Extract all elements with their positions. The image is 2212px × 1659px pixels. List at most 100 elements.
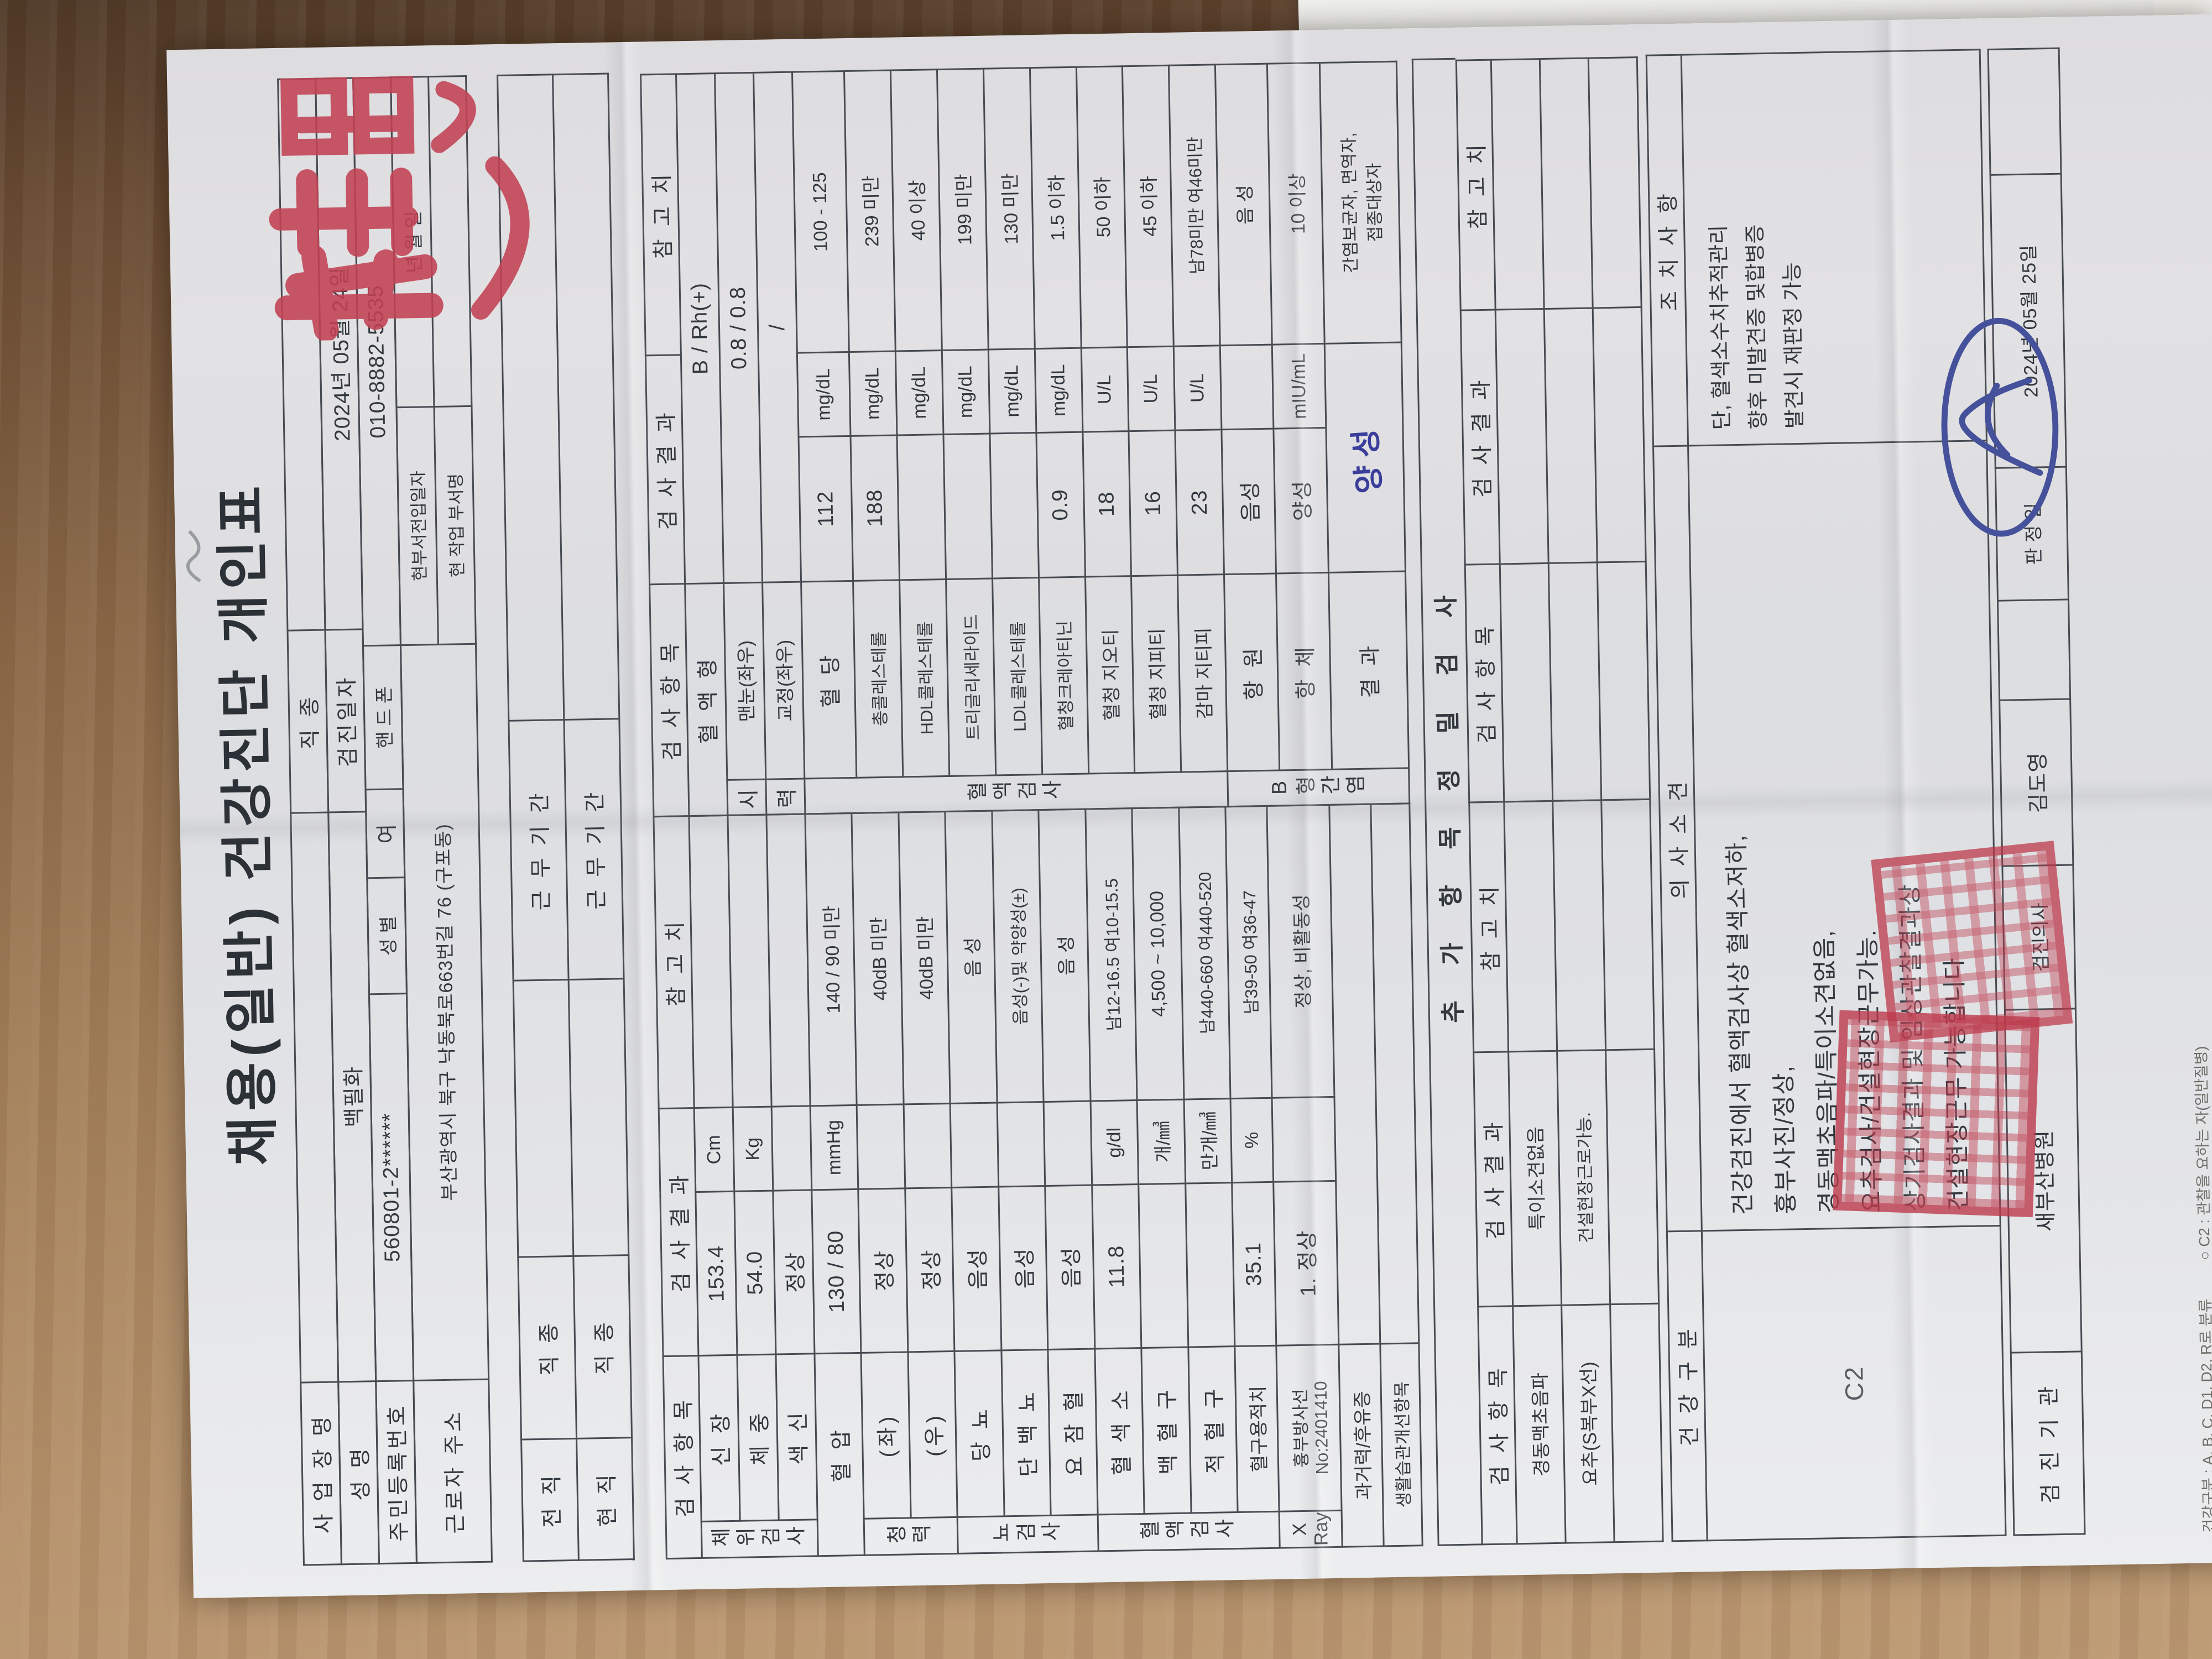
- transfer-date-label: 현부서전입일자: [396, 406, 439, 645]
- additional-band: 검 사 항 목 검 사 결 과 참 고 치 경동맥초음파 특이소견없음 요추(S…: [1455, 55, 1664, 1545]
- row-antigen-label: 항 원: [1224, 573, 1280, 771]
- row-gpt-value: 16: [1129, 430, 1178, 576]
- opinion-table: 건 강 구 분 의 사 소 견 조 치 사 항 C2 건강검진에서 혈액검사상 …: [1646, 49, 2007, 1542]
- xray-group-line1: X: [1289, 1522, 1311, 1536]
- row-bp-label: 혈 압: [814, 1353, 865, 1556]
- agency-blank-cell: [1988, 48, 2062, 175]
- row-antibody-value: 양성: [1274, 427, 1329, 574]
- row-hematocrit-label: 혈구용적치: [1235, 1345, 1280, 1512]
- blood-group-label-right: 혈액검사: [804, 771, 1228, 814]
- row-bloodtype-label: 혈 액 형: [685, 583, 728, 816]
- prev-job-label: 전 직: [521, 1438, 579, 1562]
- row-rbc-value: [1185, 1182, 1235, 1348]
- urine-group-label: 뇨검사: [957, 1514, 1099, 1554]
- row-hearing-r-value: 정상: [905, 1187, 955, 1352]
- add-r3-result: [1593, 307, 1646, 562]
- hepatitis-group-label: B형간염: [1227, 768, 1410, 807]
- row-rbc-ref: 남440-660 여440-520: [1178, 806, 1231, 1100]
- head-item-left: 검 사 항 목: [662, 1355, 702, 1559]
- exam-table-right: 검 사 항 목 검 사 결 과 참 고 치 혈 액 형 B / Rh(+) 시 …: [640, 61, 1410, 818]
- row-hearing-l-value: 정상: [858, 1188, 908, 1353]
- hearing-group-label: 청력: [864, 1517, 958, 1556]
- row-creatinine-label: 혈청크레아티닌: [1039, 577, 1089, 775]
- head-ref-right: 참 고 치: [640, 74, 681, 356]
- row-antigen-unit: [1220, 345, 1274, 430]
- exam-band: 검 사 항 목 검 사 결 과 참 고 치 체위검사 신 장 153.4 Cm …: [640, 59, 1423, 1560]
- row-height-label: 신 장: [698, 1355, 740, 1522]
- row-bp-ref: 140 / 90 미만: [805, 813, 857, 1106]
- row-ldl-unit: mg/dL: [988, 348, 1036, 434]
- add-head-result-left: 검 사 결 과: [1473, 1051, 1513, 1307]
- row-weight-label: 체 중: [737, 1354, 779, 1521]
- xray-group-line2: Ray: [1310, 1512, 1332, 1546]
- sight-group-1: 시: [727, 779, 766, 816]
- current-dept-label: 현 작업 부서명: [434, 406, 476, 645]
- row-protein-value: 음성: [998, 1186, 1048, 1350]
- row-antigen-value: 음성: [1221, 429, 1276, 575]
- prev-job-title-label: 직 종: [518, 1256, 577, 1440]
- row-gpt-ref: 45 이하: [1122, 65, 1174, 347]
- row-antibody-ref: 10 이상: [1267, 62, 1324, 345]
- row-blood-urine-label: 요 잠 혈: [1048, 1348, 1098, 1516]
- row-weight-ref: [727, 815, 772, 1108]
- grade-value-cell: C2: [1702, 1225, 2006, 1541]
- sight-group-2: 력: [765, 778, 805, 815]
- xray-label: 흉부방사선 No:2401410: [1276, 1344, 1342, 1512]
- row-hematocrit-value: 35.1: [1232, 1182, 1277, 1347]
- row-blood-urine-unit: [1044, 1101, 1092, 1186]
- row-hearing-l-label: (좌): [861, 1352, 911, 1519]
- additional-table-right: 검 사 항 목 검 사 결 과 참 고 치: [1455, 56, 1651, 804]
- legend-col-2: ○ C2 : 관찰을 요하는 자(일반질병) ○ D1 : 직업성질병 유소견자…: [2191, 1004, 2212, 1260]
- handwritten-positive-result: 양성: [1347, 420, 1389, 495]
- row-rbc-label: 적 혈 구: [1188, 1346, 1238, 1513]
- row-tg-value: [943, 434, 993, 580]
- row-hemoglobin-label: 혈 색 소: [1094, 1348, 1145, 1515]
- add-head-result-right: 검 사 결 과: [1460, 310, 1500, 565]
- row-height-unit: Cm: [694, 1107, 734, 1192]
- rrn-label: 주민등록번호: [375, 1380, 417, 1564]
- row-tg-label: 트리글리세라이드: [946, 578, 996, 776]
- row-glucose-urine-ref: 음 성: [945, 811, 998, 1104]
- hospital-square-seal-icon: [1832, 1010, 2040, 1218]
- doctor-name: 김도영: [1999, 699, 2073, 867]
- row-add-empty-value: [1605, 1049, 1659, 1305]
- row-got-ref: 50 이하: [1076, 66, 1128, 348]
- row-ldl-value: [989, 432, 1039, 579]
- row-glucose-ref: 100 - 125: [792, 71, 849, 353]
- row-color-label: 색 신: [775, 1353, 818, 1521]
- row-hearing-l-ref: 40dB 미만: [852, 812, 904, 1105]
- row-history-label: 과거력/후유증: [1338, 1343, 1384, 1547]
- row-hemoglobin-value: 11.8: [1092, 1184, 1142, 1349]
- exam-date-label: 검진일자: [325, 629, 366, 813]
- row-wbc-unit: 개/㎣: [1137, 1099, 1186, 1185]
- workplace-label: 사 업 장 명: [300, 1381, 342, 1566]
- phone-label: 핸 드 폰: [363, 645, 404, 790]
- row-glucose-value: 112: [799, 436, 853, 582]
- row-hdl-unit: mg/dL: [895, 350, 943, 435]
- row-gpt-label: 혈청 지피티: [1131, 575, 1181, 773]
- add-head-ref-left: 참 고 치: [1469, 801, 1509, 1052]
- additional-table-left: 검 사 항 목 검 사 결 과 참 고 치 경동맥초음파 특이소견없음 요추(S…: [1468, 799, 1663, 1546]
- row-rbc-unit: 만개/㎣: [1183, 1098, 1233, 1184]
- signature-cell: [1997, 599, 2070, 701]
- grade-header-label: 건 강 구 분: [1667, 1230, 1708, 1541]
- row-glucose-urine-unit: [950, 1103, 999, 1188]
- row-bp-value: 130 / 80: [811, 1189, 862, 1354]
- row-add-empty-ref: [1601, 799, 1655, 1050]
- add-r2-ref: [1540, 58, 1593, 309]
- row-hep-result-value: 양성: [1324, 342, 1406, 573]
- hep-ref-line2: 접종대상자: [1364, 163, 1385, 242]
- row-creatinine-unit: mg/dL: [1034, 348, 1083, 433]
- phys-group-label: 체위검사: [701, 1519, 818, 1558]
- row-hearing-r-label: (우): [907, 1351, 958, 1518]
- action-line-1: 단, 혈색소수치추적관리: [1707, 225, 1734, 430]
- prev-job-value: [513, 979, 573, 1258]
- row-color-ref: [766, 813, 811, 1107]
- cur-period-label: 근 무 기 간: [564, 718, 624, 980]
- row-wbc-ref: 4,500 ~ 10,000: [1132, 807, 1184, 1100]
- row-tchol-label: 총콜레스테롤: [853, 580, 903, 778]
- grade-value: C2: [1839, 1365, 1869, 1401]
- cur-job-title-label: 직 종: [573, 1255, 632, 1439]
- row-got-value: 18: [1082, 431, 1131, 577]
- row-height-ref: [688, 815, 733, 1108]
